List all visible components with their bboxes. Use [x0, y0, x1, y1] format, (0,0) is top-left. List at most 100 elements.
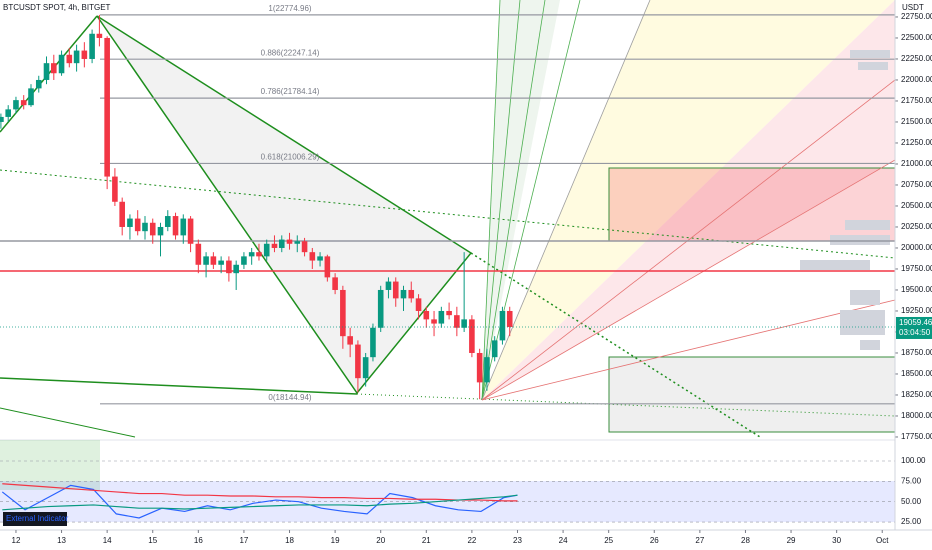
candle-body — [73, 50, 80, 64]
x-tick-label: 25 — [604, 536, 613, 545]
x-tick-label: 29 — [787, 536, 796, 545]
candle-body — [370, 327, 376, 358]
candle-body — [499, 310, 506, 341]
candle-body — [233, 264, 239, 274]
candle-body — [484, 357, 490, 383]
indicator-badge — [3, 512, 67, 526]
osc-tick-label: 75.00 — [901, 476, 922, 485]
candle-body — [278, 239, 285, 248]
candle-body — [172, 216, 179, 236]
x-tick-label: 21 — [422, 536, 431, 545]
candle-body — [286, 239, 293, 244]
y-tick-label: 20250.00 — [901, 222, 932, 231]
countdown-label: 03:04:50 — [899, 328, 931, 337]
axis-unit: USDT — [902, 3, 924, 12]
y-tick-label: 20000.00 — [901, 243, 932, 252]
fan-zone-pink — [482, 0, 895, 400]
y-tick-label: 18750.00 — [901, 348, 932, 357]
candle-body — [226, 260, 232, 274]
candle-body — [35, 79, 42, 89]
osc-tick-label: 100.00 — [901, 456, 926, 465]
candle-body — [43, 63, 50, 80]
candle-body — [112, 176, 118, 202]
candle-body — [332, 277, 338, 290]
candle-body — [66, 54, 73, 64]
x-tick-label: 14 — [103, 536, 112, 545]
candle-body — [294, 241, 301, 244]
candle-body — [438, 310, 445, 324]
candle-body — [271, 243, 278, 248]
candle-body — [157, 226, 164, 236]
y-tick-label: 18000.00 — [901, 411, 932, 420]
candle-body — [96, 33, 103, 38]
x-tick-label: 16 — [194, 536, 203, 545]
osc-line — [2, 483, 518, 502]
x-tick-label: 22 — [467, 536, 476, 545]
candle-body — [248, 252, 255, 257]
candle-body — [476, 352, 483, 383]
y-tick-label: 20750.00 — [901, 180, 932, 189]
indicator-label: External Indicator — [6, 514, 69, 523]
candle-body — [491, 340, 498, 358]
candle-body — [415, 298, 422, 311]
fib-label: 1(22774.96) — [268, 4, 311, 13]
candle-body — [317, 256, 323, 261]
candle-body — [309, 252, 316, 261]
harmonic-pattern — [96, 15, 473, 395]
candle-body — [431, 319, 437, 324]
candle-body — [164, 216, 171, 227]
candle-body — [263, 243, 270, 257]
x-tick-label: 18 — [285, 536, 294, 545]
candle-body — [5, 109, 12, 117]
fib-label: 0.786(21784.14) — [261, 87, 320, 96]
candle-body — [149, 222, 156, 236]
candle-body — [469, 319, 475, 353]
support-zone — [608, 356, 896, 433]
candle-body — [0, 116, 4, 122]
dotted-trend — [470, 252, 761, 438]
x-tick-label: 19 — [331, 536, 340, 545]
y-tick-label: 19250.00 — [901, 306, 932, 315]
osc-line — [2, 494, 518, 511]
y-tick-label: 22500.00 — [901, 33, 932, 42]
volume-profile — [800, 50, 890, 350]
dotted-trend — [356, 393, 896, 417]
y-tick-label: 22250.00 — [901, 54, 932, 63]
trend-line — [0, 377, 358, 395]
candle-body — [446, 310, 452, 316]
candle-body — [51, 63, 57, 74]
y-tick-label: 21500.00 — [901, 117, 932, 126]
candle-body — [423, 310, 430, 320]
candle-body — [340, 289, 346, 337]
candle-body — [218, 260, 224, 265]
candle-body — [506, 310, 513, 327]
candle-body — [400, 289, 407, 299]
y-tick-label: 20500.00 — [901, 201, 932, 210]
candle-body — [134, 218, 141, 232]
osc-zone — [0, 440, 100, 490]
candle-body — [195, 243, 202, 265]
trend-line — [0, 407, 136, 438]
osc-tick-label: 25.00 — [901, 517, 922, 526]
y-tick-label: 18250.00 — [901, 390, 932, 399]
candle-body — [20, 100, 27, 106]
x-tick-label: 30 — [832, 536, 841, 545]
candle-body — [28, 88, 34, 106]
candle-body — [89, 33, 95, 59]
fib-label: 0.618(21006.29) — [261, 153, 320, 162]
x-tick-label: 12 — [12, 536, 21, 545]
candle-body — [385, 281, 392, 290]
candle-body — [408, 289, 415, 299]
candle-body — [203, 256, 209, 265]
fan-zone-green — [482, 0, 560, 400]
candle-body — [241, 256, 247, 265]
fib-label: 0.886(22247.14) — [261, 48, 320, 57]
x-tick-label: 13 — [57, 536, 66, 545]
candle-body — [362, 357, 369, 379]
candle-body — [180, 218, 187, 236]
candle-body — [256, 252, 262, 257]
chart-title: BTCUSDT SPOT, 4h, BITGET — [3, 3, 111, 12]
x-tick-label: 17 — [239, 536, 248, 545]
candle-body — [324, 256, 331, 278]
last-price-label: 19059.46 — [899, 318, 932, 327]
